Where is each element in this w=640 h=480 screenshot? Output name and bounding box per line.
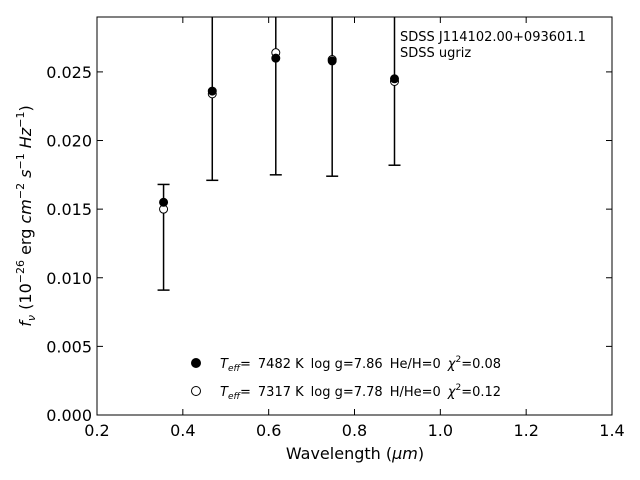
x-axis-ticks: 0.2 0.4 0.6 0.8 1.0 1.2 1.4 [84,17,625,440]
y-axis-ticks: 0.000 0.005 0.010 0.015 0.020 0.025 [46,63,612,425]
x-axis-label: Wavelength (μm) [286,444,424,463]
legend-marker-filled [191,358,201,368]
data-point-filled [159,197,169,207]
error-bars [157,17,401,291]
annotation-survey-name: SDSS ugriz [400,46,471,61]
y-tick-label: 0.010 [46,269,92,288]
legend-marker-open [191,386,201,396]
y-axis-label: fν (10−26 erg cm−2 s−1 Hz−1) [14,105,38,326]
data-point-filled [271,53,281,63]
data-point-filled [327,56,337,66]
x-tick-label: 1.0 [428,421,453,440]
x-tick-label: 0.2 [84,421,109,440]
data-point-filled [207,86,217,96]
x-tick-label: 0.6 [256,421,281,440]
data-markers [159,48,399,214]
x-tick-label: 1.2 [513,421,538,440]
x-tick-label: 0.8 [342,421,367,440]
x-tick-label: 0.4 [170,421,195,440]
y-tick-label: 0.025 [46,63,92,82]
x-tick-label: 1.4 [599,421,624,440]
y-tick-label: 0.000 [46,406,92,425]
annotation-object-name: SDSS J114102.00+093601.1 [400,30,586,45]
plot-frame [96,16,613,416]
y-tick-label: 0.015 [46,200,92,219]
y-tick-label: 0.005 [46,337,92,356]
y-tick-label: 0.020 [46,132,92,151]
data-point-filled [389,74,399,84]
